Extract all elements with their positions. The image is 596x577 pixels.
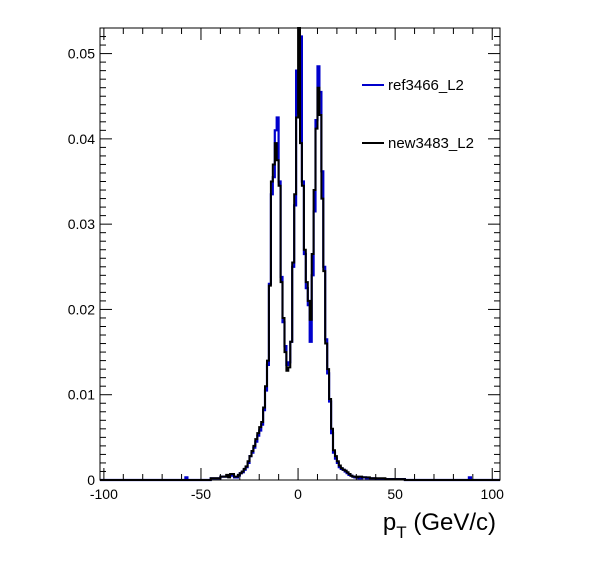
- x-axis-title-subscript: T: [396, 523, 406, 542]
- x-axis-title: pT (GeV/c): [383, 509, 496, 542]
- y-tick-label: 0.05: [68, 46, 95, 62]
- axis-layer: -100 -50 0 50 100 0 0.01 0.02 0.03 0.04 0.05: [68, 28, 504, 502]
- x-tick-label: 0: [294, 486, 302, 502]
- x-axis-title-unit: (GeV/c): [407, 509, 496, 536]
- legend-label-ref3466: ref3466_L2: [388, 77, 464, 94]
- x-tick-label: 100: [481, 486, 505, 502]
- y-tick-label: 0: [87, 472, 95, 488]
- x-tick-label: -50: [191, 486, 211, 502]
- y-tick-label: 0.04: [68, 131, 95, 147]
- x-tick-label: -100: [90, 486, 118, 502]
- legend-box: [358, 62, 488, 186]
- x-axis-title-main: p: [383, 509, 396, 536]
- plot-frame: [99, 27, 501, 481]
- x-tick-label: 50: [387, 486, 403, 502]
- y-tick-label: 0.03: [68, 216, 95, 232]
- y-tick-label: 0.02: [68, 301, 95, 317]
- y-tick-label: 0.01: [68, 387, 95, 403]
- legend-label-new3483: new3483_L2: [388, 135, 474, 152]
- legend: ref3466_L2 new3483_L2: [358, 62, 488, 186]
